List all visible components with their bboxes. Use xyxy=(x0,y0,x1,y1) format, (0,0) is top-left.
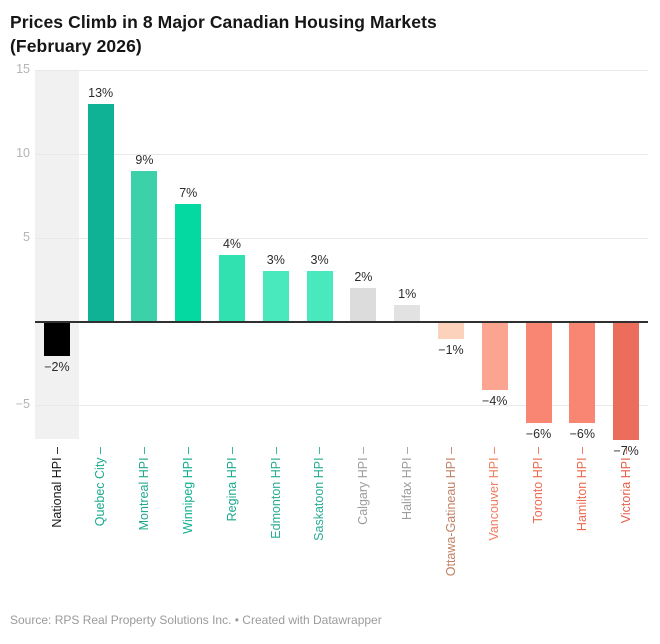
x-axis-baseline xyxy=(35,320,648,323)
x-axis-label-hamilton-hpi: Hamilton HPI – xyxy=(575,447,590,532)
value-label-regina-hpi: 4% xyxy=(222,236,242,251)
value-label-edmonton-hpi: 3% xyxy=(266,253,285,268)
bar-quebec-city xyxy=(87,103,114,322)
value-label-vancouver-hpi: −4% xyxy=(482,393,508,408)
value-label-hamilton-hpi: −6% xyxy=(569,427,595,442)
gridline-−5 xyxy=(35,405,648,407)
bar-hamilton-hpi xyxy=(569,322,596,424)
x-axis-label-slot: Ottawa-Gatineau HPI – xyxy=(429,447,473,597)
x-axis-label-montreal-hpi: Montreal HPI – xyxy=(137,447,152,531)
value-label-national-hpi: −2% xyxy=(44,360,70,375)
x-axis-label-slot: Montreal HPI – xyxy=(123,447,167,597)
chart-title: Prices Climb in 8 Major Canadian Housing… xyxy=(10,10,648,58)
source-note: Source: RPS Real Property Solutions Inc.… xyxy=(10,613,382,628)
x-axis-labels: National HPI – Quebec City – Montreal HPI … xyxy=(35,447,648,597)
value-label-toronto-hpi: −6% xyxy=(525,427,552,442)
bar-edmonton-hpi xyxy=(262,271,289,322)
x-axis-label-slot: Saskatoon HPI – xyxy=(298,447,342,597)
x-axis-label-slot: Quebec City – xyxy=(79,447,123,597)
chart-card: Prices Climb in 8 Major Canadian Housing… xyxy=(10,10,648,628)
x-axis-label-edmonton-hpi: Edmonton HPI – xyxy=(268,447,283,539)
x-axis-label-slot: Halifax HPI – xyxy=(385,447,429,597)
bar-saskatoon-hpi xyxy=(306,271,333,322)
x-axis-label-national-hpi: National HPI – xyxy=(49,447,64,528)
x-axis-label-saskatoon-hpi: Saskatoon HPI – xyxy=(312,447,327,542)
x-axis-label-toronto-hpi: Toronto HPI – xyxy=(531,447,546,524)
y-axis-tick-label: 15 xyxy=(16,62,30,77)
x-axis-label-vancouver-hpi: Vancouver HPI – xyxy=(487,447,502,541)
x-axis-label-slot: Vancouver HPI – xyxy=(473,447,517,597)
chart-title-line1: Prices Climb in 8 Major Canadian Housing… xyxy=(10,12,437,32)
bar-calgary-hpi xyxy=(350,288,377,322)
x-axis-label-slot: National HPI – xyxy=(35,447,79,597)
x-axis-label-slot: Winnipeg HPI – xyxy=(166,447,210,597)
x-axis-label-ottawa-gatineau-hpi: Ottawa-Gatineau HPI – xyxy=(443,447,458,577)
bar-regina-hpi xyxy=(219,254,246,322)
bar-ottawa-gatineau-hpi xyxy=(437,322,464,340)
x-axis-label-regina-hpi: Regina HPI – xyxy=(224,447,239,522)
value-label-saskatoon-hpi: 3% xyxy=(310,253,329,268)
value-label-halifax-hpi: 1% xyxy=(398,286,417,301)
value-label-montreal-hpi: 9% xyxy=(135,152,154,167)
value-label-ottawa-gatineau-hpi: −1% xyxy=(438,343,464,358)
value-label-calgary-hpi: 2% xyxy=(354,270,373,285)
bar-national-hpi xyxy=(43,322,70,357)
bar-halifax-hpi xyxy=(394,304,421,322)
bar-montreal-hpi xyxy=(131,170,158,322)
x-axis-label-winnipeg-hpi: Winnipeg HPI – xyxy=(180,447,195,535)
gridline-10 xyxy=(35,154,648,156)
plot-area: 15 10 5 −5 −2% 13% 9% 7% 4% 3% 3% 2% 1% −1% −4% −6% −6% −… xyxy=(16,62,648,458)
value-label-quebec-city: 13% xyxy=(88,85,114,100)
x-axis-label-quebec-city: Quebec City – xyxy=(93,447,108,527)
value-label-victoria-hpi: −7% xyxy=(613,443,639,458)
x-axis-label-halifax-hpi: Halifax HPI – xyxy=(399,447,414,521)
y-axis-tick-label: −5 xyxy=(15,397,30,412)
x-axis-label-slot: Regina HPI – xyxy=(210,447,254,597)
y-axis-tick-label: 5 xyxy=(23,229,30,244)
x-axis-label-slot: Victoria HPI – xyxy=(604,447,648,597)
chart-title-line2: (February 2026) xyxy=(10,36,142,57)
bar-victoria-hpi xyxy=(613,322,640,440)
x-axis-label-slot: Toronto HPI – xyxy=(517,447,561,597)
y-axis-tick-label: 10 xyxy=(16,146,30,161)
x-axis-label-slot: Calgary HPI – xyxy=(342,447,386,597)
x-axis-label-slot: Hamilton HPI – xyxy=(560,447,604,597)
bar-winnipeg-hpi xyxy=(175,204,202,322)
x-axis-label-calgary-hpi: Calgary HPI – xyxy=(356,447,371,526)
highlight-band-national xyxy=(35,70,79,440)
bar-chart: 15 10 5 −5 −2% 13% 9% 7% 4% 3% 3% 2% 1% −1% −4% −6% −6% −… xyxy=(10,62,648,597)
x-axis-label-slot: Edmonton HPI – xyxy=(254,447,298,597)
gridline-5 xyxy=(35,237,648,239)
value-label-winnipeg-hpi: 7% xyxy=(179,186,198,201)
bar-toronto-hpi xyxy=(525,322,552,424)
gridline-15 xyxy=(35,70,648,72)
x-axis-label-victoria-hpi: Victoria HPI – xyxy=(618,447,633,524)
bar-vancouver-hpi xyxy=(481,322,508,390)
